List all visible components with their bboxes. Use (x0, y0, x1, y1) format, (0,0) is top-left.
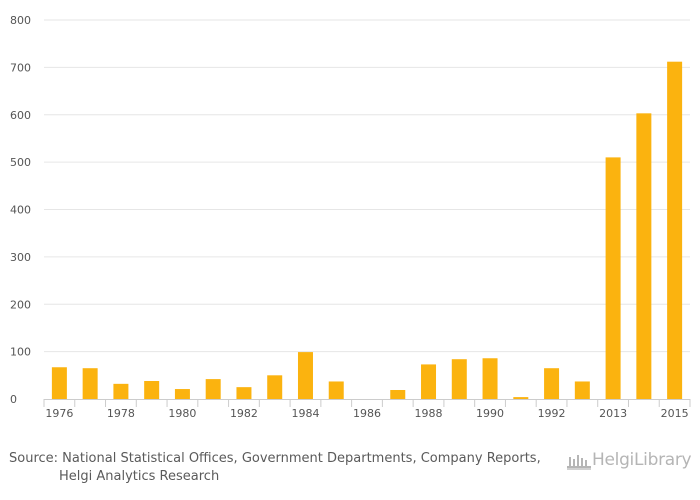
bar-1977 (82, 368, 98, 399)
y-tick-label: 500 (10, 156, 31, 169)
x-tick-label-1986: 1986 (353, 407, 381, 420)
bar-1988 (421, 364, 437, 399)
x-tick-label-1980: 1980 (168, 407, 196, 420)
x-tick-label-1976: 1976 (45, 407, 73, 420)
x-tick-label-2015: 2015 (661, 407, 689, 420)
x-tick-label-1984: 1984 (291, 407, 319, 420)
bar-1990 (482, 358, 498, 399)
bar-1985 (328, 381, 344, 399)
source-note: Source: National Statistical Offices, Go… (9, 450, 541, 486)
x-tick-label-1992: 1992 (538, 407, 566, 420)
bar-1979 (144, 380, 160, 399)
y-tick-label: 200 (10, 298, 31, 311)
bar-1981 (205, 379, 221, 399)
x-tick-label-1988: 1988 (415, 407, 443, 420)
x-axis-tick-labels: 1976 1978 1980 1982 1984 1986 1988 1990 1992 2013… (45, 407, 688, 420)
bar-1991 (513, 397, 529, 399)
logo-text: HelgiLibrary (592, 450, 692, 470)
library-building-icon (567, 455, 591, 470)
x-axis-ticks (43, 399, 691, 407)
bar-1987 (390, 389, 406, 399)
y-axis-tick-labels: 0 100 200 300 400 500 600 700 800 (10, 14, 31, 406)
bar-2013 (605, 157, 621, 399)
grid-lines (44, 19, 690, 353)
bar-1992 (544, 368, 560, 399)
y-tick-label: 0 (10, 393, 17, 406)
bars (51, 61, 683, 400)
source-line-2: Helgi Analytics Research (59, 469, 220, 484)
bar-1976 (51, 367, 67, 399)
bar-2014 (636, 113, 652, 400)
x-tick-label-2013: 2013 (599, 407, 627, 420)
bar-1982 (236, 387, 252, 399)
y-tick-label: 800 (10, 14, 31, 27)
y-tick-label: 700 (10, 61, 31, 74)
bar-1989 (451, 359, 467, 399)
source-line-1: Source: National Statistical Offices, Go… (9, 451, 541, 466)
bar-1980 (174, 389, 190, 399)
y-tick-label: 600 (10, 109, 31, 122)
y-tick-label: 400 (10, 204, 31, 217)
bar-1984 (297, 352, 313, 399)
y-tick-label: 300 (10, 251, 31, 264)
bar-1978 (113, 383, 129, 399)
x-tick-label-1990: 1990 (476, 407, 504, 420)
bar-1983 (267, 375, 283, 399)
helgi-library-logo: HelgiLibrary (566, 448, 692, 472)
y-tick-label: 100 (10, 346, 31, 359)
x-tick-label-1982: 1982 (230, 407, 258, 420)
x-tick-label-1978: 1978 (107, 407, 135, 420)
bar-2015 (667, 61, 683, 399)
bar-1993 (574, 381, 590, 399)
